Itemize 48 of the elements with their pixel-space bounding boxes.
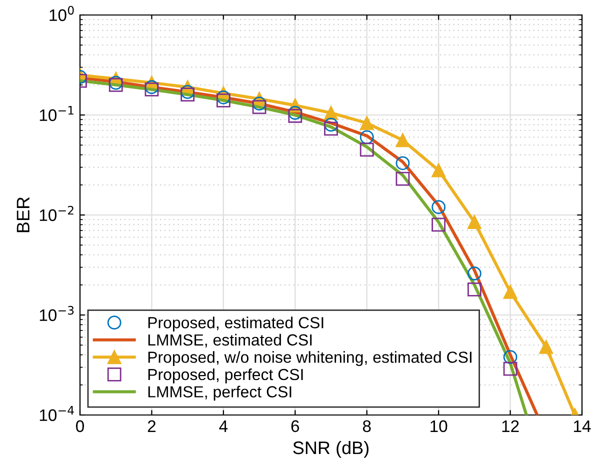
- point: [360, 130, 374, 144]
- legend-label: LMMSE, estimated CSI: [148, 334, 312, 348]
- x-tick-label: 2: [148, 420, 156, 432]
- point: [467, 282, 482, 296]
- point: [216, 93, 230, 108]
- point: [360, 142, 374, 157]
- y-tick-label: 10$^{0}$: [50, 6, 74, 22]
- legend-label: Proposed, perfect CSI: [148, 368, 303, 384]
- y-tick-label: 10$^{−3}$: [40, 306, 74, 322]
- y-tick-label: 10$^{−2}$: [40, 206, 74, 222]
- point: [288, 106, 302, 120]
- legend-label: Proposed, estimated CSI: [148, 316, 324, 332]
- point: [503, 362, 518, 376]
- point: [252, 96, 266, 111]
- point: [396, 156, 410, 170]
- point: [180, 88, 195, 102]
- x-tick-label: 0: [76, 420, 84, 432]
- point: [324, 122, 338, 136]
- x-tick-label: 14: [574, 420, 591, 432]
- y-axis-title: BER: [16, 197, 30, 232]
- y-tick-label: 10$^{−1}$: [40, 106, 74, 122]
- x-tick-label: 4: [219, 420, 228, 432]
- point: [180, 85, 195, 99]
- point: [216, 90, 230, 104]
- x-tick-label: 10: [430, 420, 448, 432]
- legend-label: Proposed, w/o noise whitening, estimated CSI: [148, 351, 472, 366]
- point: [396, 133, 410, 148]
- point: [288, 108, 302, 123]
- x-tick-label: 8: [362, 420, 371, 432]
- point: [144, 82, 159, 96]
- point: [252, 100, 266, 114]
- x-tick-label: 12: [502, 420, 519, 432]
- point: [396, 172, 410, 186]
- legend-label: LMMSE, perfect CSI: [148, 386, 292, 401]
- point: [503, 285, 518, 299]
- point: [467, 266, 482, 280]
- point: [432, 200, 446, 214]
- point: [360, 116, 374, 130]
- x-tick-label: 6: [291, 420, 300, 432]
- point: [324, 106, 338, 120]
- point: [467, 215, 482, 230]
- point: [432, 218, 446, 232]
- point: [432, 163, 446, 178]
- y-tick-label: 10$^{−4}$: [40, 406, 74, 422]
- point: [539, 340, 554, 354]
- point: [144, 80, 159, 94]
- point: [503, 350, 518, 364]
- x-axis-title: SNR (dB): [293, 440, 369, 458]
